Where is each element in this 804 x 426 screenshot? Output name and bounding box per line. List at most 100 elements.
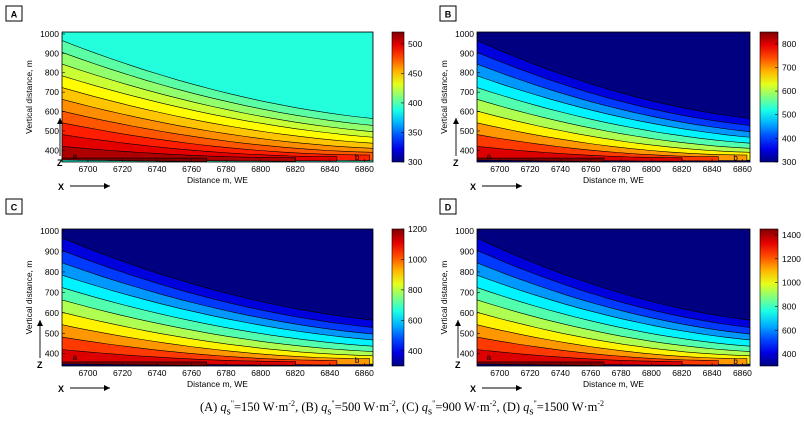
panel-label: D — [445, 203, 452, 213]
y-tick-label: 900 — [460, 246, 474, 256]
z-arrow-head — [455, 320, 461, 326]
x-tick-label: 6840 — [703, 368, 722, 378]
x-tick-label: 6820 — [672, 164, 691, 174]
z-arrow-label: Z — [37, 360, 43, 370]
z-arrow-head — [453, 118, 459, 124]
plot-frame — [61, 228, 374, 367]
caption-c-q: q — [421, 400, 429, 415]
y-tick-label: 1000 — [40, 29, 59, 39]
x-tick-label: 6740 — [551, 164, 570, 174]
panel-label: B — [445, 10, 452, 20]
colorbar — [391, 228, 405, 367]
caption-c-sep: , — [496, 400, 503, 415]
y-tick-label: 600 — [460, 107, 474, 117]
y-axis-label: Vertical distance, m — [24, 261, 34, 335]
source-point-label: a — [73, 152, 78, 161]
contour-field — [62, 229, 373, 366]
x-tick-label: 6760 — [581, 368, 600, 378]
x-tick-label: 6840 — [703, 164, 722, 174]
y-tick-label: 700 — [45, 87, 59, 97]
y-tick-label: 600 — [45, 308, 59, 318]
x-tick-label: 6700 — [78, 368, 97, 378]
x-arrow-head — [104, 385, 110, 391]
colorbar-tick-label: 1000 — [782, 278, 801, 288]
figure-caption: (A) qs"=150 W·m-2, (B) qs"=500 W·m-2, (C… — [0, 399, 804, 418]
x-tick-label: 6820 — [286, 164, 305, 174]
y-tick-label: 400 — [460, 145, 474, 155]
y-tick-label: 700 — [460, 287, 474, 297]
x-tick-label: 6860 — [733, 164, 752, 174]
colorbar-tick-label: 350 — [408, 127, 422, 137]
y-tick-label: 900 — [45, 48, 59, 58]
z-arrow-head — [57, 118, 63, 124]
panel-label-box — [439, 5, 457, 22]
caption-a-sup-q: " — [230, 399, 234, 408]
caption-b-exp: -2 — [389, 399, 396, 408]
x-tick-label: 6740 — [148, 164, 167, 174]
x-tick-label: 6760 — [182, 164, 201, 174]
x-arrow-label: X — [58, 182, 64, 192]
panel-c: Ca b 6700 6720 6740 6760 6780 6800 6820 6840 6860 4… — [5, 198, 427, 394]
colorbar-tick-label: 400 — [782, 133, 796, 143]
caption-a-sep: , — [295, 400, 302, 415]
y-tick-label: 500 — [45, 126, 59, 136]
caption-a-sub: s — [226, 406, 231, 418]
source-point-label: a — [487, 353, 492, 362]
y-tick-label: 800 — [460, 68, 474, 78]
caption-d-exp: -2 — [597, 399, 605, 408]
y-tick-label: 600 — [45, 107, 59, 117]
caption-d-sub: s — [529, 406, 534, 418]
x-arrow-head — [516, 183, 522, 189]
z-arrow-label: Z — [453, 158, 459, 168]
x-tick-label: 6720 — [521, 368, 540, 378]
x-tick-label: 6760 — [581, 164, 600, 174]
y-tick-label: 800 — [45, 68, 59, 78]
source-point-label: a — [487, 152, 492, 161]
x-arrow-label: X — [470, 182, 476, 192]
y-tick-label: 900 — [460, 48, 474, 58]
colorbar-tick-label: 400 — [408, 98, 422, 108]
caption-a-prefix: (A) — [199, 400, 221, 415]
caption-c-prefix: (C) — [402, 400, 422, 415]
end-point-label: b — [355, 356, 360, 365]
x-tick-label: 6800 — [251, 164, 270, 174]
plot-frame — [476, 228, 751, 367]
colorbar-tick-label: 1000 — [408, 254, 427, 264]
y-tick-label: 700 — [45, 287, 59, 297]
y-axis-label: Vertical distance, m — [439, 60, 449, 134]
colorbar — [391, 31, 405, 163]
x-tick-label: 6780 — [612, 368, 631, 378]
colorbar-tick-label: 300 — [408, 157, 422, 167]
x-tick-label: 6760 — [182, 368, 201, 378]
panel-d: Da b 6700 6720 6740 6760 6780 6800 6820 6840 6860 4… — [439, 198, 801, 394]
y-axis-label: Vertical distance, m — [24, 60, 34, 134]
colorbar-tick-label: 1200 — [782, 254, 801, 264]
x-tick-label: 6860 — [355, 368, 374, 378]
caption-b-sep: , — [395, 400, 402, 415]
y-tick-label: 400 — [460, 349, 474, 359]
caption-b-sup-q: " — [331, 399, 335, 408]
contour-field — [477, 32, 750, 162]
panel-b: Ba b 6700 6720 6740 6760 6780 6800 6820 6840 6860 4… — [439, 5, 796, 192]
caption-b-sub: s — [327, 406, 332, 418]
x-arrow-label: X — [470, 384, 476, 394]
caption-c-sub: s — [428, 406, 433, 418]
caption-d-sup-q: " — [533, 399, 537, 408]
y-tick-label: 800 — [45, 267, 59, 277]
y-tick-label: 600 — [460, 308, 474, 318]
x-tick-label: 6720 — [113, 164, 132, 174]
panel-label: C — [11, 203, 18, 213]
y-tick-label: 1000 — [455, 226, 474, 236]
x-tick-label: 6740 — [551, 368, 570, 378]
colorbar-tick-label: 400 — [782, 349, 796, 359]
x-tick-label: 6840 — [320, 164, 339, 174]
x-tick-label: 6720 — [113, 368, 132, 378]
caption-b-prefix: (B) — [301, 400, 322, 415]
x-tick-label: 6780 — [217, 164, 236, 174]
x-axis-label: Distance m, WE — [583, 379, 644, 389]
panel-label-box — [5, 5, 23, 22]
colorbar-tick-label: 800 — [782, 39, 796, 49]
source-point-label: a — [73, 353, 78, 362]
plot-frame — [476, 31, 751, 163]
